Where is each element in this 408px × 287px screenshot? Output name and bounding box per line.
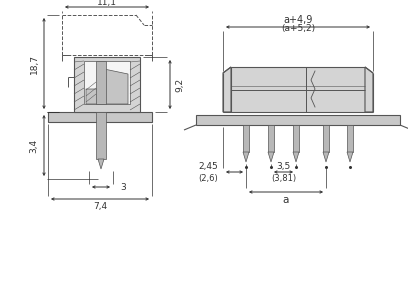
Text: 11,1: 11,1 [97,0,117,7]
Text: a: a [283,195,289,205]
Text: (2,6): (2,6) [198,174,218,183]
Polygon shape [268,152,274,162]
Polygon shape [243,152,249,162]
Polygon shape [231,67,365,112]
Text: 3,4: 3,4 [29,138,38,153]
Polygon shape [323,125,329,152]
Polygon shape [84,61,130,104]
Polygon shape [293,152,299,162]
Text: 2,45: 2,45 [198,162,218,170]
Polygon shape [268,125,274,152]
Text: 3: 3 [120,183,126,191]
Polygon shape [347,125,353,152]
Polygon shape [293,125,299,152]
Polygon shape [96,112,106,159]
Text: 9,2: 9,2 [175,77,184,92]
Polygon shape [96,61,106,104]
Polygon shape [86,69,128,104]
Polygon shape [223,67,231,112]
Text: 7,4: 7,4 [93,201,107,210]
Text: (3,81): (3,81) [271,174,296,183]
Polygon shape [196,115,400,125]
Polygon shape [347,152,353,162]
Text: a+4,9: a+4,9 [283,15,313,25]
Polygon shape [323,152,329,162]
Polygon shape [365,67,373,112]
Polygon shape [98,159,104,169]
Text: 3,5: 3,5 [276,162,290,170]
Polygon shape [243,125,249,152]
Polygon shape [48,112,152,122]
Text: 18,7: 18,7 [29,53,38,73]
Text: (a+5,2): (a+5,2) [281,24,315,34]
Polygon shape [74,57,140,112]
